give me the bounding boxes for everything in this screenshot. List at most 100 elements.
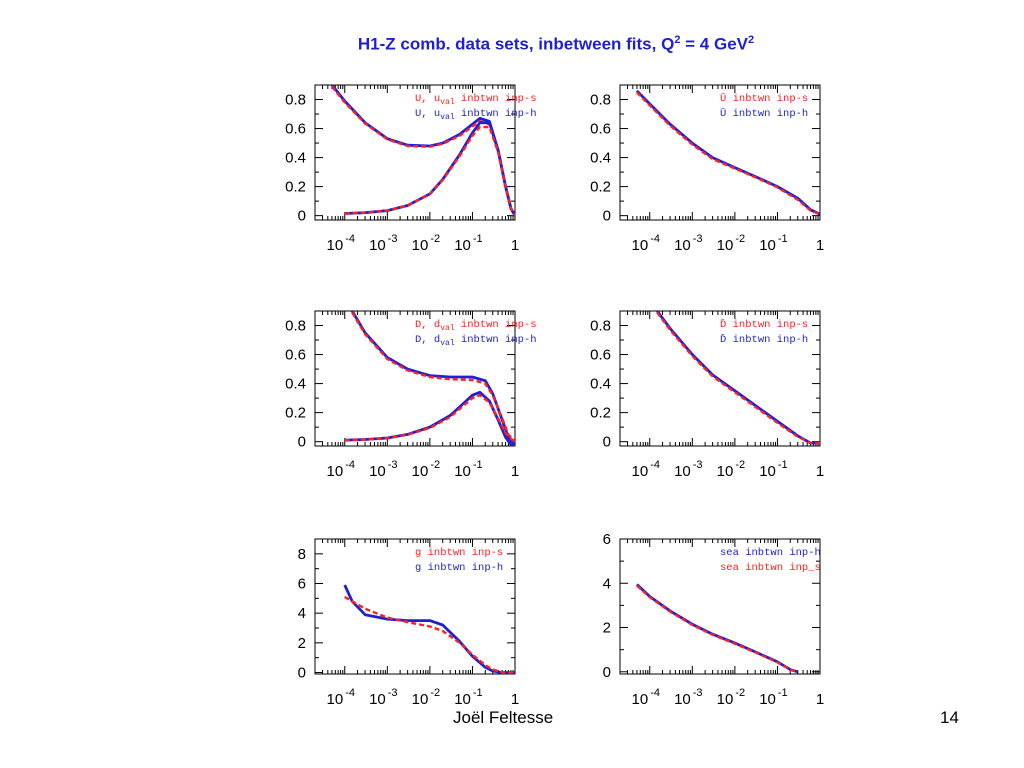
series-line-inp-h — [344, 121, 515, 217]
y-tick-label: 2 — [603, 620, 611, 637]
chart-svg: 10 -4 10 -3 10 -2 10 -1 1 0 0.2 0.4 0.6 0.8 Ū inbtwn i… — [590, 84, 824, 254]
legend-entry: g inbtwn inp-s — [415, 547, 503, 559]
x-tick-label: 10 -2 — [412, 687, 440, 708]
y-tick-label: 6 — [603, 531, 611, 548]
chart-svg: 10 -4 10 -3 10 -2 10 -1 1 0 0.2 0.4 0.6 0.8 U, uval in… — [285, 84, 537, 254]
x-tick-label: 1 — [816, 237, 824, 254]
y-tick-label: 0.4 — [590, 150, 611, 167]
series-line-inp-s — [656, 311, 820, 445]
x-tick-label: 10 -2 — [412, 233, 440, 254]
x-tick-label: 10 -4 — [632, 687, 660, 708]
y-tick-label: 4 — [298, 605, 306, 622]
series-line-inp-h — [635, 583, 799, 674]
legend-entry: sea inbtwn inp_s — [720, 562, 821, 574]
footer-author: Joël Feltesse — [453, 708, 554, 727]
series-line-inp-s — [636, 91, 820, 216]
x-tick-label: 10 -3 — [674, 687, 702, 708]
title-superscript-unit: 2 — [748, 34, 755, 46]
series-line-inp-h — [344, 390, 515, 446]
y-tick-label: 0.2 — [285, 405, 306, 422]
x-tick-label: 10 -3 — [674, 459, 702, 480]
y-tick-label: 0.2 — [590, 405, 611, 422]
chart-panel-sea: 10 -4 10 -3 10 -2 10 -1 1 0 2 4 6 sea inbtwn inp-h sea… — [575, 524, 825, 714]
legend-entry: D, dval inbtwn inp-h — [415, 334, 537, 348]
y-tick-label: 0 — [298, 665, 306, 682]
y-tick-label: 0.2 — [590, 179, 611, 196]
series-line-inp-s — [636, 584, 799, 673]
y-tick-label: 0.6 — [285, 347, 306, 364]
y-tick-label: 8 — [298, 546, 306, 563]
series-line-inp-s — [351, 311, 515, 443]
legend-entry: U, uval inbtwn inp-h — [415, 108, 537, 122]
title-superscript: 2 — [674, 34, 681, 46]
x-tick-label: 10 -3 — [369, 233, 397, 254]
x-tick-label: 10 -1 — [759, 687, 787, 708]
y-tick-label: 0.4 — [285, 376, 306, 393]
x-tick-label: 10 -2 — [717, 459, 745, 480]
y-tick-label: 0.2 — [285, 179, 306, 196]
chart-svg: 10 -4 10 -3 10 -2 10 -1 1 0 2 4 6 sea inbtwn inp-h sea… — [603, 531, 825, 708]
y-tick-label: 0.4 — [590, 376, 611, 393]
chart-svg: 10 -4 10 -3 10 -2 10 -1 1 0 0.2 0.4 0.6 0.8 D, dval in… — [285, 310, 537, 480]
page-number: 14 — [940, 708, 959, 727]
plot-frame — [314, 84, 516, 221]
legend-entry: D̄ inbtwn inp-s — [720, 318, 808, 331]
series-line-inp-s — [344, 595, 515, 674]
x-tick-label: 1 — [816, 463, 824, 480]
x-tick-label: 10 -4 — [632, 459, 660, 480]
chart-svg: 10 -4 10 -3 10 -2 10 -1 1 0 2 4 6 8 g inbtwn inp-s g in… — [298, 538, 519, 708]
chart-panel-gluon: 10 -4 10 -3 10 -2 10 -1 1 0 2 4 6 8 g inbtwn inp-s g in… — [270, 524, 520, 714]
x-tick-label: 10 -1 — [454, 459, 482, 480]
y-tick-label: 0 — [603, 434, 611, 451]
chart-panel-u-valence: 10 -4 10 -3 10 -2 10 -1 1 0 0.2 0.4 0.6 0.8 U, uval in… — [270, 70, 537, 260]
x-tick-label: 10 -2 — [412, 459, 440, 480]
y-tick-label: 0 — [298, 208, 306, 225]
x-tick-label: 10 -3 — [369, 687, 397, 708]
x-tick-label: 10 -1 — [454, 233, 482, 254]
y-tick-label: 6 — [298, 576, 306, 593]
y-tick-label: 0.8 — [590, 92, 611, 109]
legend-entry: D̄ inbtwn inp-h — [720, 333, 808, 346]
y-tick-label: 0.6 — [590, 347, 611, 364]
x-tick-label: 10 -3 — [674, 233, 702, 254]
x-tick-label: 1 — [511, 691, 519, 708]
x-tick-label: 10 -1 — [759, 233, 787, 254]
x-tick-label: 10 -4 — [327, 459, 355, 480]
title-text: H1-Z comb. data sets, inbetween fits, Q — [357, 34, 675, 54]
series-line-inp-s — [344, 393, 515, 443]
plot-frame — [314, 310, 516, 447]
chart-svg: 10 -4 10 -3 10 -2 10 -1 1 0 0.2 0.4 0.6 0.8 D̄ inbtwn … — [590, 310, 824, 480]
chart-panel-dbar: 10 -4 10 -3 10 -2 10 -1 1 0 0.2 0.4 0.6 0.8 D̄ inbtwn … — [575, 296, 825, 486]
title-text-unit: = 4 GeV — [680, 34, 749, 54]
chart-panel-d-valence: 10 -4 10 -3 10 -2 10 -1 1 0 0.2 0.4 0.6 0.8 D, dval in… — [270, 296, 537, 486]
y-tick-label: 0.8 — [285, 92, 306, 109]
x-tick-label: 10 -2 — [717, 233, 745, 254]
plot-frame — [619, 84, 821, 221]
y-tick-label: 0 — [603, 664, 611, 681]
legend-entry: U, uval inbtwn inp-s — [415, 93, 537, 107]
x-tick-label: 1 — [511, 463, 519, 480]
x-tick-label: 10 -3 — [369, 459, 397, 480]
x-tick-label: 10 -4 — [632, 233, 660, 254]
y-tick-label: 0.8 — [590, 318, 611, 335]
series-line-inp-h — [343, 584, 515, 674]
legend-entry: D, dval inbtwn inp-s — [415, 319, 537, 333]
y-tick-label: 0.6 — [285, 121, 306, 138]
y-tick-label: 4 — [603, 575, 611, 592]
y-tick-label: 0 — [603, 208, 611, 225]
series-line-inp-s — [344, 125, 515, 217]
legend-entry: sea inbtwn inp-h — [720, 547, 821, 559]
x-tick-label: 10 -1 — [759, 459, 787, 480]
chart-panel-ubar: 10 -4 10 -3 10 -2 10 -1 1 0 0.2 0.4 0.6 0.8 Ū inbtwn i… — [575, 70, 825, 260]
y-tick-label: 0.4 — [285, 150, 306, 167]
plot-frame — [619, 538, 821, 675]
x-tick-label: 10 -2 — [717, 687, 745, 708]
slide-title: H1-Z comb. data sets, inbetween fits, Q2… — [0, 34, 1024, 55]
x-tick-label: 10 -4 — [327, 233, 355, 254]
legend-entry: Ū inbtwn inp-s — [720, 92, 808, 105]
y-tick-label: 0.8 — [285, 318, 306, 335]
y-tick-label: 0.6 — [590, 121, 611, 138]
x-tick-label: 10 -1 — [454, 687, 482, 708]
legend-entry: Ū inbtwn inp-h — [720, 107, 808, 120]
y-tick-label: 2 — [298, 635, 306, 652]
